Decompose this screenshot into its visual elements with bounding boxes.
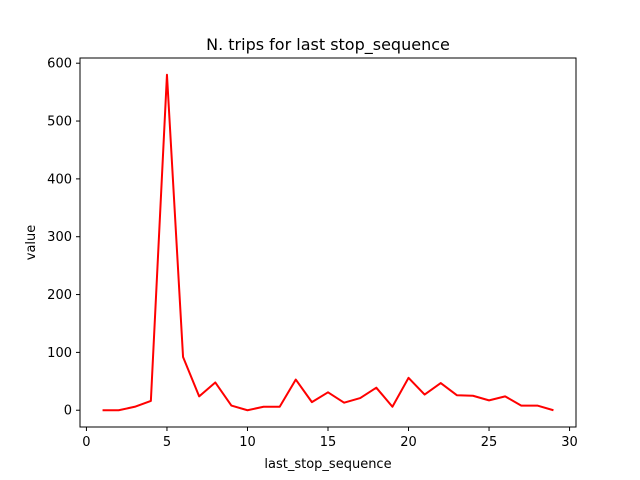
data-point bbox=[423, 393, 427, 397]
data-point bbox=[278, 405, 282, 409]
y-axis-label: value bbox=[24, 225, 39, 261]
data-point bbox=[503, 394, 507, 398]
data-point bbox=[551, 408, 555, 412]
plot-area bbox=[101, 73, 555, 412]
x-tick-label: 20 bbox=[400, 435, 417, 450]
data-point bbox=[101, 408, 105, 412]
x-axis: 0 5 10 15 20 25 30 bbox=[82, 427, 578, 450]
data-point bbox=[326, 390, 330, 394]
y-tick-label: 400 bbox=[47, 172, 72, 187]
data-point bbox=[117, 408, 121, 412]
y-tick-label: 100 bbox=[47, 346, 72, 361]
y-tick-label: 500 bbox=[47, 115, 72, 130]
data-point bbox=[390, 405, 394, 409]
data-point bbox=[213, 380, 217, 384]
y-tick-label: 200 bbox=[47, 288, 72, 303]
data-point bbox=[165, 73, 169, 77]
x-tick-label: 0 bbox=[82, 435, 90, 450]
data-point bbox=[197, 394, 201, 398]
x-tick-label: 30 bbox=[561, 435, 578, 450]
data-point bbox=[181, 355, 185, 359]
data-point bbox=[245, 408, 249, 412]
chart-title: N. trips for last stop_sequence bbox=[206, 35, 450, 55]
data-point bbox=[133, 405, 137, 409]
data-point bbox=[358, 396, 362, 400]
data-point bbox=[342, 401, 346, 405]
data-point bbox=[535, 404, 539, 408]
y-tick-label: 600 bbox=[47, 57, 72, 72]
y-axis: 0 100 200 300 400 500 600 bbox=[47, 57, 80, 419]
data-point bbox=[471, 394, 475, 398]
data-point bbox=[262, 405, 266, 409]
data-point bbox=[374, 386, 378, 390]
data-point bbox=[407, 376, 411, 380]
y-tick-label: 300 bbox=[47, 230, 72, 245]
data-point bbox=[487, 398, 491, 402]
data-point bbox=[439, 381, 443, 385]
data-point bbox=[294, 378, 298, 382]
data-point bbox=[310, 400, 314, 404]
x-axis-label: last_stop_sequence bbox=[264, 457, 391, 472]
x-tick-label: 10 bbox=[239, 435, 256, 450]
data-point bbox=[519, 404, 523, 408]
series-line bbox=[102, 73, 554, 412]
x-tick-label: 15 bbox=[320, 435, 337, 450]
data-point bbox=[229, 404, 233, 408]
x-tick-label: 25 bbox=[481, 435, 498, 450]
x-tick-label: 5 bbox=[163, 435, 171, 450]
data-point bbox=[149, 399, 153, 403]
y-tick-label: 0 bbox=[64, 404, 72, 419]
data-point bbox=[455, 393, 459, 397]
